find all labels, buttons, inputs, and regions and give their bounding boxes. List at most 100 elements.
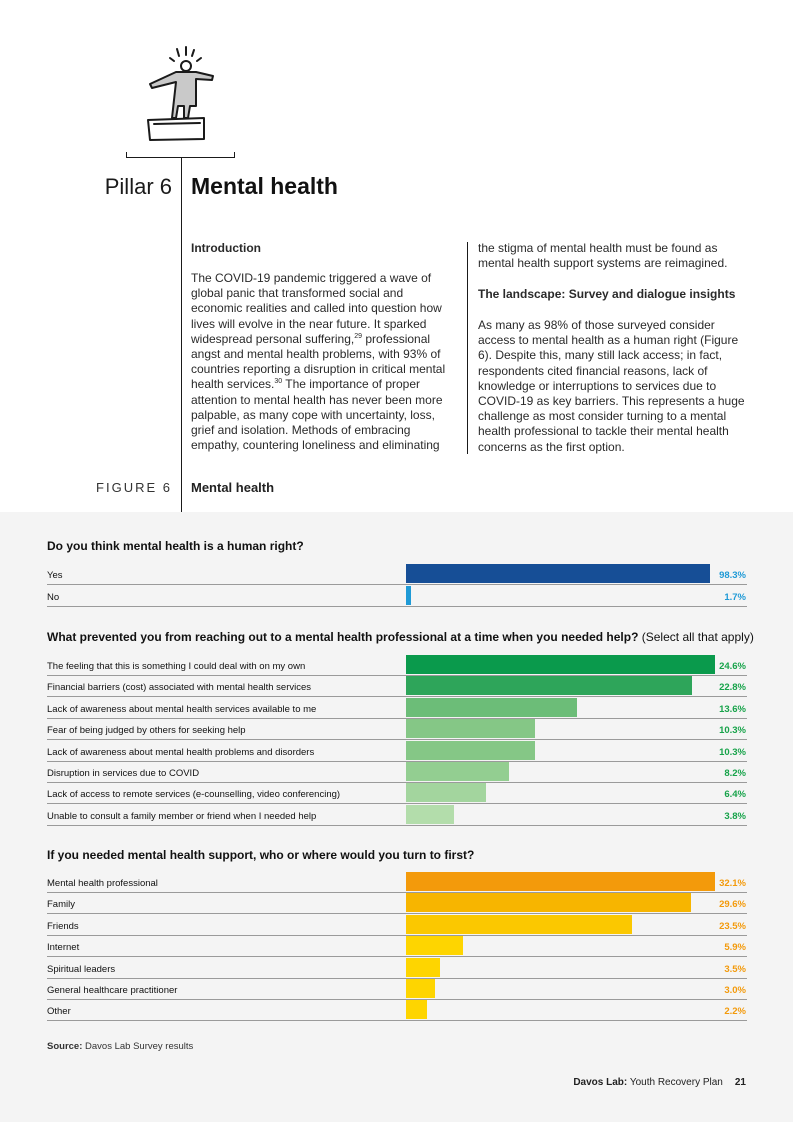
category-label: Spiritual leaders (47, 963, 116, 975)
category-label: Lack of awareness about mental health se… (47, 703, 317, 715)
chart-row: Internet 5.9% (47, 935, 747, 958)
source-note: Source: Davos Lab Survey results (47, 1041, 193, 1052)
value-label: 8.2% (724, 768, 746, 779)
bar-track (406, 957, 715, 977)
chart-1-title: Do you think mental health is a human ri… (47, 539, 304, 553)
chart-2-title: What prevented you from reaching out to … (47, 630, 754, 644)
bar-track (406, 978, 715, 998)
bar (406, 804, 454, 824)
value-label: 10.3% (719, 746, 746, 758)
bar-track (406, 697, 715, 717)
chart-row: General healthcare practitioner 3.0% (47, 978, 747, 1000)
value-label: 24.6% (719, 661, 746, 672)
chart-row: Financial barriers (cost) associated wit… (47, 675, 747, 698)
landscape-paragraph: As many as 98% of those surveyed conside… (478, 318, 745, 454)
category-label: Fear of being judged by others for seeki… (47, 725, 246, 737)
landscape-heading: The landscape: Survey and dialogue insig… (478, 287, 736, 301)
chart-question: If you needed mental health support, who… (47, 848, 475, 862)
bar (406, 740, 536, 760)
bar (406, 936, 463, 956)
value-label: 6.4% (724, 789, 746, 801)
bar-track (406, 563, 715, 583)
intro-paragraph: The COVID-19 pandemic triggered a wave o… (191, 271, 456, 453)
category-label: The feeling that this is something I cou… (47, 661, 306, 672)
bar-track (406, 804, 715, 824)
value-label: 32.1% (719, 878, 746, 889)
category-label: Friends (47, 920, 79, 932)
page-footer: Davos Lab: Youth Recovery Plan 21 (573, 1077, 746, 1088)
chart-row: Lack of awareness about mental health pr… (47, 740, 747, 762)
page-number: 21 (734, 1077, 746, 1088)
value-label: 23.5% (719, 920, 746, 932)
person-on-podium-icon (140, 42, 220, 142)
value-label: 98.3% (719, 570, 746, 581)
bar (406, 893, 691, 913)
chart-question-note: (Select all that apply) (638, 630, 754, 644)
value-label: 22.8% (719, 682, 746, 694)
source-text: Davos Lab Survey results (85, 1041, 194, 1052)
category-label: Yes (47, 570, 63, 581)
chart-row: Yes 98.3% (47, 563, 747, 585)
intro-heading: Introduction (191, 241, 261, 255)
chart-row: Spiritual leaders 3.5% (47, 957, 747, 979)
chart-question: Do you think mental health is a human ri… (47, 539, 304, 553)
bar (406, 585, 412, 605)
continuation-paragraph: the stigma of mental health must be foun… (478, 241, 728, 271)
bar (406, 872, 715, 891)
category-label: Mental health professional (47, 878, 158, 889)
chart-row: Lack of awareness about mental health se… (47, 697, 747, 719)
category-label: Unable to consult a family member or fri… (47, 810, 317, 822)
chart-row: Other 2.2% (47, 999, 747, 1022)
chart-question: What prevented you from reaching out to … (47, 630, 639, 644)
bar (406, 719, 536, 739)
bar-track (406, 999, 715, 1020)
chart-row: Mental health professional 32.1% (47, 871, 747, 893)
intro-text-part-1: The COVID-19 pandemic triggered a wave o… (191, 271, 442, 346)
value-label: 29.6% (719, 899, 746, 911)
chart-row: Family 29.6% (47, 892, 747, 915)
category-label: Lack of awareness about mental health pr… (47, 746, 315, 758)
bar (406, 1000, 428, 1020)
chart-row: The feeling that this is something I cou… (47, 654, 747, 676)
chart-row: Fear of being judged by others for seeki… (47, 718, 747, 741)
value-label: 1.7% (724, 591, 746, 603)
footer-title: Youth Recovery Plan (629, 1077, 723, 1088)
value-label: 13.6% (719, 703, 746, 715)
bar (406, 957, 440, 977)
pillar-label: Pillar 6 (104, 174, 172, 199)
bar (406, 914, 633, 934)
bar (406, 564, 710, 583)
chart-row: Disruption in services due to COVID 8.2% (47, 761, 747, 783)
bar-track (406, 892, 715, 913)
category-label: General healthcare practitioner (47, 985, 178, 996)
bar-track (406, 740, 715, 760)
value-label: 3.8% (724, 810, 746, 822)
column-divider (467, 242, 468, 454)
footnote-ref-29: 29 (354, 332, 363, 340)
footer-brand: Davos Lab: (573, 1077, 628, 1088)
bar-track (406, 782, 715, 803)
category-label: No (47, 591, 60, 603)
figure-panel: Do you think mental health is a human ri… (0, 512, 793, 1122)
chart-row: No 1.7% (47, 585, 747, 607)
category-label: Financial barriers (cost) associated wit… (47, 682, 311, 694)
bar-track (406, 914, 715, 934)
value-label: 3.0% (724, 985, 746, 996)
bar-track (406, 675, 715, 696)
source-label: Source: (47, 1041, 83, 1052)
bar (406, 783, 487, 803)
bar-track (406, 871, 715, 891)
value-label: 3.5% (724, 963, 746, 975)
bar-track (406, 718, 715, 739)
chart-row: Friends 23.5% (47, 914, 747, 936)
chart-3-title: If you needed mental health support, who… (47, 848, 474, 862)
category-label: Family (47, 899, 75, 911)
figure-title: Mental health (191, 480, 275, 495)
vertical-divider (181, 157, 182, 512)
figure-label: FIGURE 6 (96, 480, 172, 495)
bar-track (406, 654, 715, 674)
bar (406, 762, 509, 781)
category-label: Disruption in services due to COVID (47, 768, 200, 779)
intro-text-part-2: professional angst and mental health pro… (191, 331, 446, 392)
bar-track (406, 935, 715, 956)
